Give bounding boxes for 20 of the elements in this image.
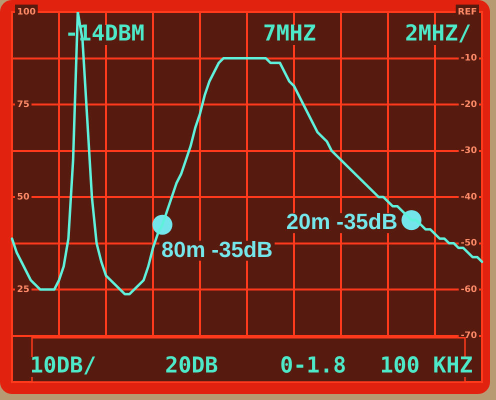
y-tick-label: -60 xyxy=(460,284,477,295)
annotation: 7MHZ xyxy=(263,22,316,47)
annotation: 80m -35dB xyxy=(161,236,273,262)
y2-tick-label: 75 xyxy=(17,100,30,110)
y-tick-label: -40 xyxy=(460,192,477,202)
annotation: 0-1.8 xyxy=(280,354,346,379)
annotation: 10DB/ xyxy=(30,354,96,379)
y-tick-label: -20 xyxy=(460,100,477,110)
y-tick-label: -10 xyxy=(460,54,477,64)
y-tick-label: -50 xyxy=(460,238,477,249)
y2-tick-label: 25 xyxy=(17,284,30,295)
y-tick-label: -70 xyxy=(460,331,477,342)
annotation: 20m -35dB xyxy=(286,209,398,234)
annotation: 100 KHZ xyxy=(380,354,473,379)
y-tick-label: REF xyxy=(458,7,477,18)
y2-tick-label: 50 xyxy=(17,192,30,202)
y-tick-label: -30 xyxy=(460,146,477,156)
annotation: 2MHZ/ xyxy=(405,22,472,47)
y2-tick-label: 100 xyxy=(17,7,36,18)
annotation: 20DB xyxy=(165,354,218,379)
